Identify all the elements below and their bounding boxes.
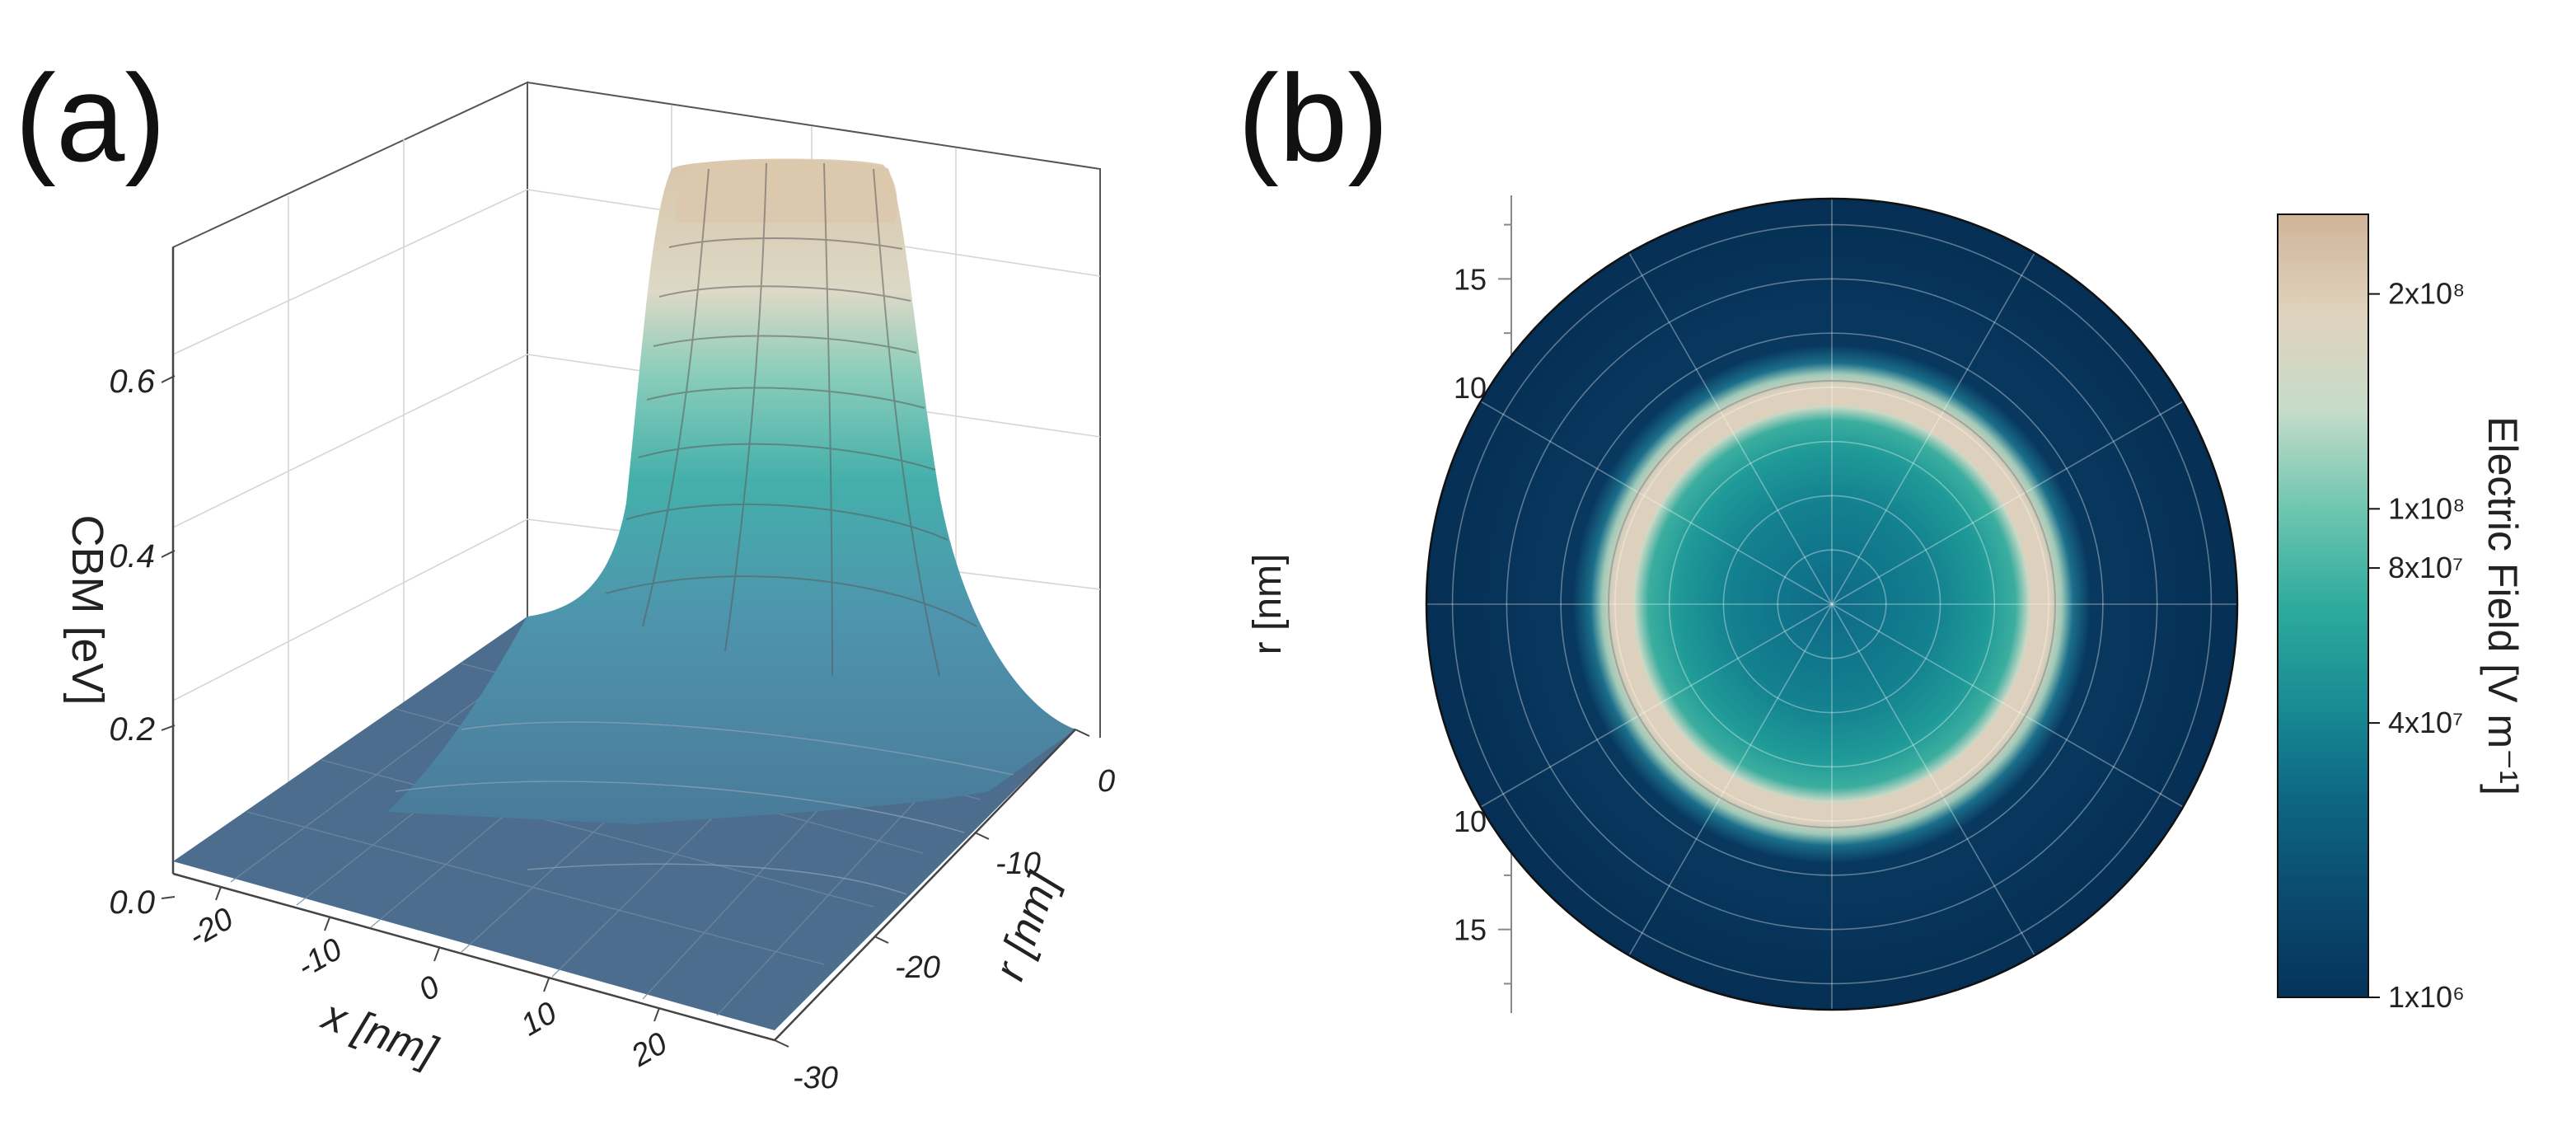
panel-a-surface-plot: 0.0 0.2 0.4 0.6 CBM [eV] xyxy=(63,81,1115,1095)
surface-mesh-floor-curves xyxy=(395,721,1014,895)
x-tick-1: -10 xyxy=(292,932,349,985)
r-tick-2: -20 xyxy=(895,950,940,985)
surface-mesh-hill xyxy=(605,162,977,677)
surface-hill xyxy=(387,159,1075,824)
polar-grid-ring xyxy=(1614,387,2049,822)
r-tick-3: -30 xyxy=(793,1061,838,1095)
r-tick-label: 15 xyxy=(1454,913,1487,947)
ring-boundary xyxy=(1608,380,2056,828)
polar-grid-spoke xyxy=(1628,252,2035,956)
back-wall-right xyxy=(527,82,1101,738)
z-tick-0: 0.0 xyxy=(109,884,155,921)
x-tick-3: 10 xyxy=(515,996,563,1044)
colorbar xyxy=(2277,213,2369,998)
panel-label-b: (b) xyxy=(1238,49,1389,187)
polar-disc xyxy=(1425,197,2239,1011)
polar-grid-spoke xyxy=(1628,252,2035,956)
r-tick-label: 10 xyxy=(1454,804,1487,838)
polar-grid-ring xyxy=(1451,223,2213,985)
z-tick-3: 0.6 xyxy=(109,363,155,400)
z-tick-1: 0.2 xyxy=(109,711,155,748)
polar-grid-spoke xyxy=(1480,401,2184,808)
r-axis-ticks xyxy=(774,729,1090,1048)
z-axis-ticks xyxy=(161,375,176,899)
x-tick-4: 20 xyxy=(625,1026,672,1074)
r-tick-1: -10 xyxy=(995,847,1041,881)
z-tick-2: 0.4 xyxy=(109,538,155,575)
panel-label-a: (a) xyxy=(15,49,166,187)
x-axis-label: x [nm] xyxy=(315,991,444,1076)
polar-grid-ring xyxy=(1668,440,1996,768)
colorbar-ticks xyxy=(2368,293,2380,998)
polar-grid-ring xyxy=(1722,495,1941,714)
polar-grid-ring xyxy=(1777,549,1887,659)
field-map-disc xyxy=(1426,199,2237,1010)
r-tick-0: 0 xyxy=(1098,764,1115,799)
r-axis-label: r [nm] xyxy=(986,865,1068,986)
polar-grid-ring xyxy=(1506,278,2158,931)
disc-outline xyxy=(1425,197,2239,1011)
colorbar-tick-label: 4x10⁷ xyxy=(2388,706,2463,739)
x-tick-0: -20 xyxy=(183,902,240,954)
polar-grid xyxy=(1426,199,2237,1010)
z-tick-labels: 0.0 0.2 0.4 0.6 xyxy=(109,363,155,921)
r-tick-labels: 0 -10 -20 -30 xyxy=(793,764,1115,1095)
polar-grid-ring xyxy=(1560,332,2104,876)
colorbar-tick-label: 8x10⁷ xyxy=(2388,551,2463,584)
colorbar-tick-label: 1x10⁶ xyxy=(2388,980,2465,1014)
colorbar-tick-label: 1x10⁸ xyxy=(2388,491,2465,525)
z-axis-label: CBM [eV] xyxy=(63,514,112,705)
x-tick-2: 0 xyxy=(413,969,445,1008)
colorbar-tick-labels: 2x10⁸ 1x10⁸ 8x10⁷ 4x10⁷ 1x10⁶ xyxy=(2388,277,2465,1014)
polar-grid-spoke xyxy=(1480,401,2184,808)
surface-plateau xyxy=(676,158,897,223)
x-axis-ticks xyxy=(215,886,660,1022)
colorbar-tick-label: 2x10⁸ xyxy=(2388,277,2465,311)
colorbar-label: Electric Field [V m⁻¹] xyxy=(2480,416,2526,795)
r-tick-label: 15 xyxy=(1454,262,1487,296)
polar-y-axis-label: r [nm] xyxy=(1246,554,1290,655)
panel-b-polar-plot: 15 10 5 0 5 10 15 r [nm] 2x10⁸ 1x10⁸ 8x1… xyxy=(1246,195,2526,1014)
